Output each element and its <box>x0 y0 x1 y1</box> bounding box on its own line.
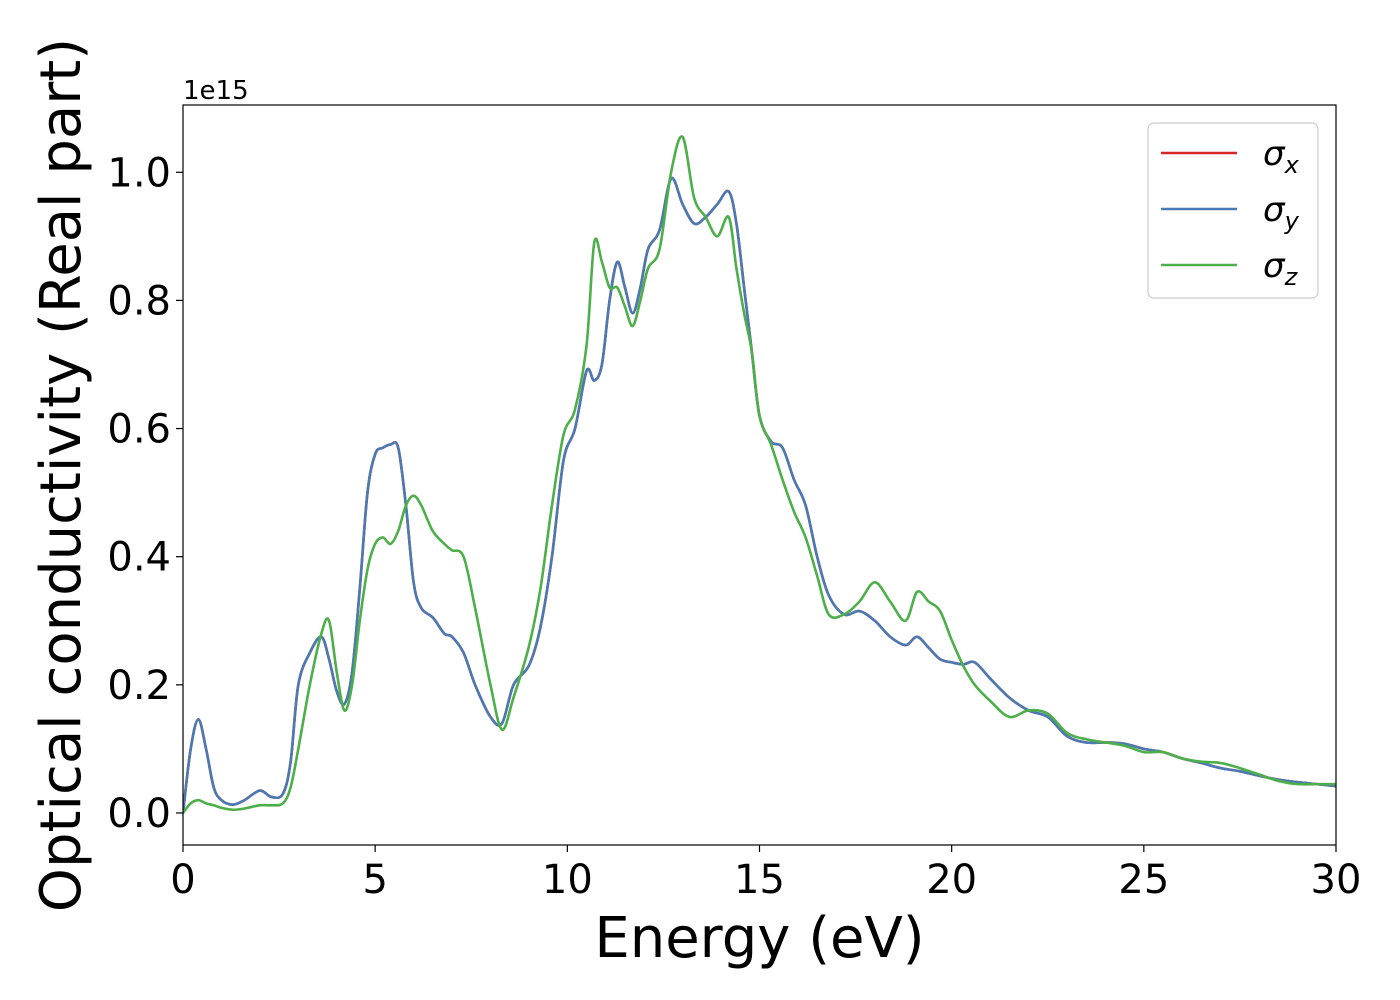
x-tick-label: 30 <box>1311 857 1362 903</box>
legend-label-subscript: y <box>1284 207 1300 235</box>
x-tick-label: 20 <box>926 857 977 903</box>
y-tick-label: 0.4 <box>107 535 171 581</box>
y-axis-offset-text: 1e15 <box>183 76 249 106</box>
series-line-y <box>183 176 1336 815</box>
x-tick-label: 10 <box>542 857 593 903</box>
x-tick-label: 5 <box>362 857 387 903</box>
x-axis-title: Energy (eV) <box>594 906 924 971</box>
y-tick-label: 0.2 <box>107 663 171 709</box>
legend-label-base: σ <box>1263 246 1286 286</box>
y-tick-label: 0.6 <box>107 407 171 453</box>
x-tick-label: 0 <box>170 857 195 903</box>
legend-label-subscript: z <box>1284 263 1299 291</box>
legend-label-subscript: x <box>1284 151 1300 179</box>
legend-label-y: σy <box>1263 190 1300 235</box>
y-axis-title: Optical conductivity (Real part) <box>29 38 94 912</box>
legend-label-base: σ <box>1263 190 1286 230</box>
series-line-z <box>183 135 1336 815</box>
legend-label-base: σ <box>1263 134 1286 174</box>
legend-label-z: σz <box>1263 246 1299 291</box>
series-layer <box>183 135 1336 815</box>
y-tick-label: 1.0 <box>107 150 171 196</box>
legend-box <box>1147 122 1319 299</box>
x-tick-label: 15 <box>734 857 785 903</box>
y-tick-label: 0.0 <box>107 791 171 837</box>
legend-label-x: σx <box>1263 134 1300 179</box>
x-tick-label: 25 <box>1118 857 1169 903</box>
x-axis: 0 5 10 15 20 25 30 <box>170 845 1361 903</box>
y-tick-label: 0.8 <box>107 278 171 324</box>
plot-area <box>182 104 1337 846</box>
y-axis: 0.0 0.2 0.4 0.6 0.8 1.0 <box>107 150 183 837</box>
